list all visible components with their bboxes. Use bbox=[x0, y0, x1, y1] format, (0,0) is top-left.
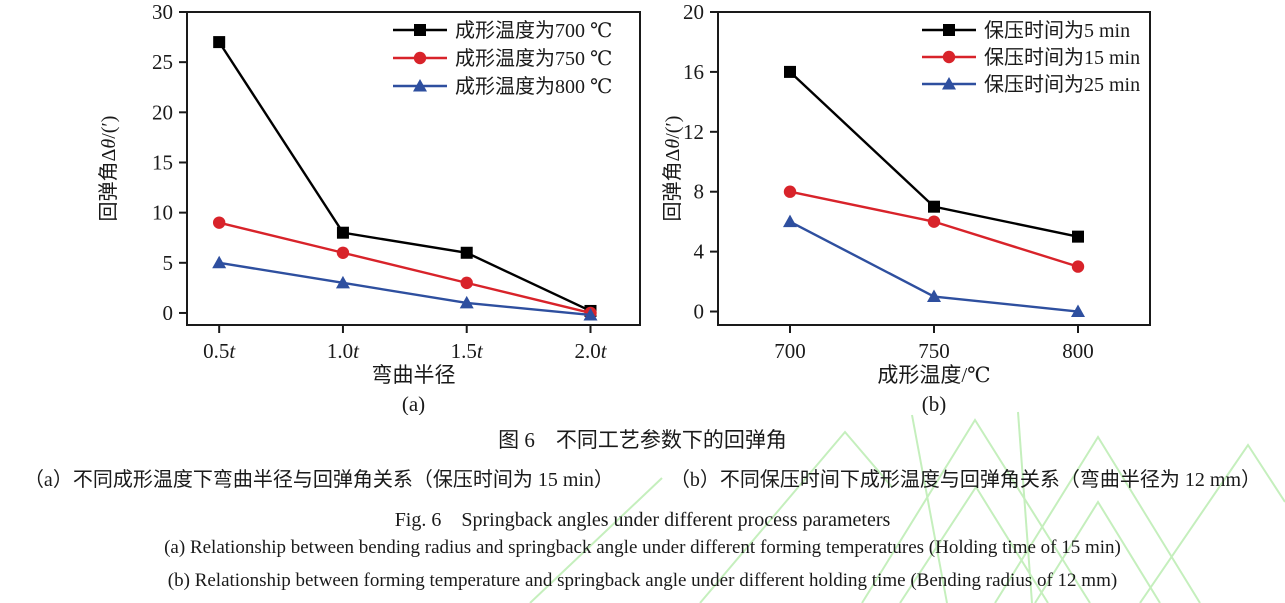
panel-label: (b) bbox=[922, 392, 947, 415]
y-tick-label: 12 bbox=[683, 120, 704, 144]
watermark-line bbox=[529, 477, 663, 603]
triangle-marker bbox=[1071, 304, 1085, 318]
y-tick-label: 16 bbox=[683, 60, 704, 84]
square-marker bbox=[414, 24, 426, 36]
caption-b-en: (b) Relationship between forming tempera… bbox=[167, 570, 1118, 591]
plot-frame bbox=[186, 11, 641, 326]
circle-marker bbox=[413, 51, 427, 65]
triangle-marker bbox=[583, 307, 598, 321]
x-tick-label: 700 bbox=[774, 339, 806, 363]
square-marker bbox=[460, 246, 473, 259]
y-axis-label: 回弹角Δθ/(′) bbox=[661, 116, 684, 222]
square-marker bbox=[928, 200, 940, 213]
watermark-line bbox=[861, 418, 1091, 603]
series-line bbox=[218, 41, 592, 313]
y-tick-label: 0 bbox=[163, 301, 174, 325]
square-marker bbox=[943, 24, 955, 36]
caption-b-zh: （b）不同保压时间下成形温度与回弹角关系（弯曲半径为 12 mm） bbox=[669, 469, 1262, 491]
triangle-marker bbox=[335, 275, 350, 289]
figure-title-en: Fig. 6 Springback angles under different… bbox=[394, 509, 891, 531]
triangle-marker bbox=[927, 289, 941, 303]
y-tick-label: 0 bbox=[694, 300, 705, 324]
watermark-line bbox=[911, 414, 948, 603]
legend-label: 保压时间为25 min bbox=[984, 73, 1140, 96]
y-tick-label: 10 bbox=[152, 201, 173, 225]
square-marker bbox=[213, 36, 226, 49]
y-tick-label: 25 bbox=[152, 50, 173, 74]
x-tick-label: 2.0t bbox=[574, 339, 607, 363]
triangle-marker bbox=[459, 295, 474, 309]
legend-label: 成形温度为700 ℃ bbox=[455, 19, 612, 42]
square-marker bbox=[1072, 230, 1084, 243]
y-tick-label: 4 bbox=[694, 240, 705, 264]
watermark-line bbox=[899, 485, 1049, 603]
circle-marker bbox=[460, 276, 473, 290]
legend-label: 保压时间为5 min bbox=[984, 19, 1130, 42]
caption-a-zh: （a）不同成形温度下弯曲半径与回弹角关系（保压时间为 15 min） bbox=[23, 469, 614, 491]
y-tick-label: 5 bbox=[163, 251, 174, 275]
y-tick-label: 30 bbox=[152, 0, 173, 24]
chart-panel-a: 0 5 10 15 20 25 30 0.5t 1.0t 1.5t 2.0t 回弹角Δθ/(′) 弯曲半… bbox=[97, 0, 641, 415]
watermark-line bbox=[1017, 411, 1033, 603]
x-tick-label: 750 bbox=[918, 339, 950, 363]
legend-label: 保压时间为15 min bbox=[984, 46, 1140, 69]
series-line bbox=[218, 221, 591, 315]
triangle-marker bbox=[212, 255, 227, 269]
legend-label: 成形温度为750 ℃ bbox=[455, 47, 612, 70]
x-tick-label: 1.5t bbox=[451, 339, 484, 363]
x-axis-label: 成形温度/℃ bbox=[877, 363, 990, 387]
figure-subcaptions-zh: （a）不同成形温度下弯曲半径与回弹角关系（保压时间为 15 min） （b）不同… bbox=[0, 463, 1285, 492]
circle-marker bbox=[783, 185, 797, 198]
figure-title-zh: 图 6 不同工艺参数下的回弹角 bbox=[498, 428, 787, 452]
x-tick-label: 1.0t bbox=[327, 339, 360, 363]
x-tick-label: 0.5t bbox=[203, 339, 236, 363]
caption-a-en: (a) Relationship between bending radius … bbox=[164, 537, 1121, 558]
y-tick-label: 20 bbox=[683, 0, 704, 24]
y-axis-label: 回弹角Δθ/(′) bbox=[97, 116, 120, 222]
watermark-line bbox=[994, 435, 1201, 603]
square-marker bbox=[784, 65, 796, 78]
triangle-marker bbox=[783, 214, 797, 228]
x-axis-label: 弯曲半径 bbox=[372, 363, 456, 387]
watermark-line bbox=[1139, 443, 1285, 603]
series-line bbox=[218, 261, 591, 317]
triangle-marker bbox=[413, 79, 427, 92]
circle-marker bbox=[927, 215, 941, 228]
panel-label: (a) bbox=[402, 392, 425, 415]
chart-panel-b: 0 4 8 12 16 20 700 750 800 回弹角Δθ/(′) 成形温度/℃ (b) 保压时间… bbox=[661, 0, 1151, 415]
x-tick-label: 800 bbox=[1062, 339, 1094, 363]
circle-marker bbox=[336, 246, 350, 259]
circle-marker bbox=[942, 50, 956, 64]
triangle-marker bbox=[942, 77, 956, 90]
square-marker bbox=[336, 226, 349, 239]
y-tick-label: 20 bbox=[152, 100, 173, 124]
watermark-line bbox=[699, 430, 893, 603]
circle-marker bbox=[1071, 260, 1085, 273]
circle-marker bbox=[212, 216, 226, 229]
legend-label: 成形温度为800 ℃ bbox=[455, 75, 612, 98]
watermark-line bbox=[1034, 500, 1161, 603]
y-tick-label: 15 bbox=[152, 150, 173, 174]
y-tick-label: 8 bbox=[694, 180, 705, 204]
